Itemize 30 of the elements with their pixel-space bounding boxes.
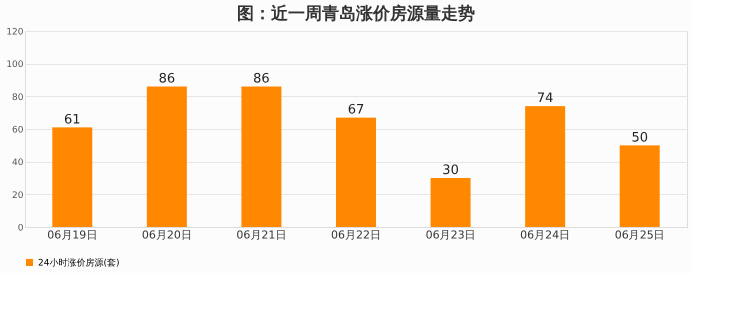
x-tick-label: 06月24日: [520, 228, 570, 242]
x-tick-label: 06月23日: [426, 228, 476, 242]
x-tick-label: 06月19日: [47, 228, 98, 242]
bar: [241, 86, 282, 227]
chart-title: 图：近一周青岛涨价房源量走势: [237, 4, 475, 24]
data-label: 74: [536, 91, 554, 106]
y-tick-label: 60: [12, 126, 24, 136]
data-label: 30: [442, 163, 459, 178]
bar: [430, 178, 471, 227]
bar: [525, 106, 566, 227]
y-tick-label: 20: [12, 190, 24, 201]
data-label: 86: [253, 72, 270, 87]
bar: [52, 127, 92, 227]
data-label: 61: [64, 112, 81, 128]
bar: [146, 86, 187, 227]
x-tick-label: 06月22日: [331, 228, 381, 242]
x-tick-label: 06月20日: [142, 228, 192, 242]
legend-label: 24小时涨价房源(套): [38, 258, 120, 268]
x-tick-label: 06月25日: [614, 228, 665, 242]
data-label: 67: [348, 102, 364, 118]
data-label: 50: [631, 130, 648, 146]
bar: [620, 145, 660, 227]
x-tick-label: 06月21日: [236, 228, 286, 242]
y-tick-label: 80: [12, 92, 24, 103]
y-tick-label: 100: [6, 60, 24, 70]
y-tick-label: 40: [12, 158, 24, 168]
y-tick-label: 0: [18, 224, 24, 234]
data-label: 86: [158, 72, 176, 87]
y-tick-label: 120: [6, 28, 24, 38]
bar: [336, 118, 376, 227]
